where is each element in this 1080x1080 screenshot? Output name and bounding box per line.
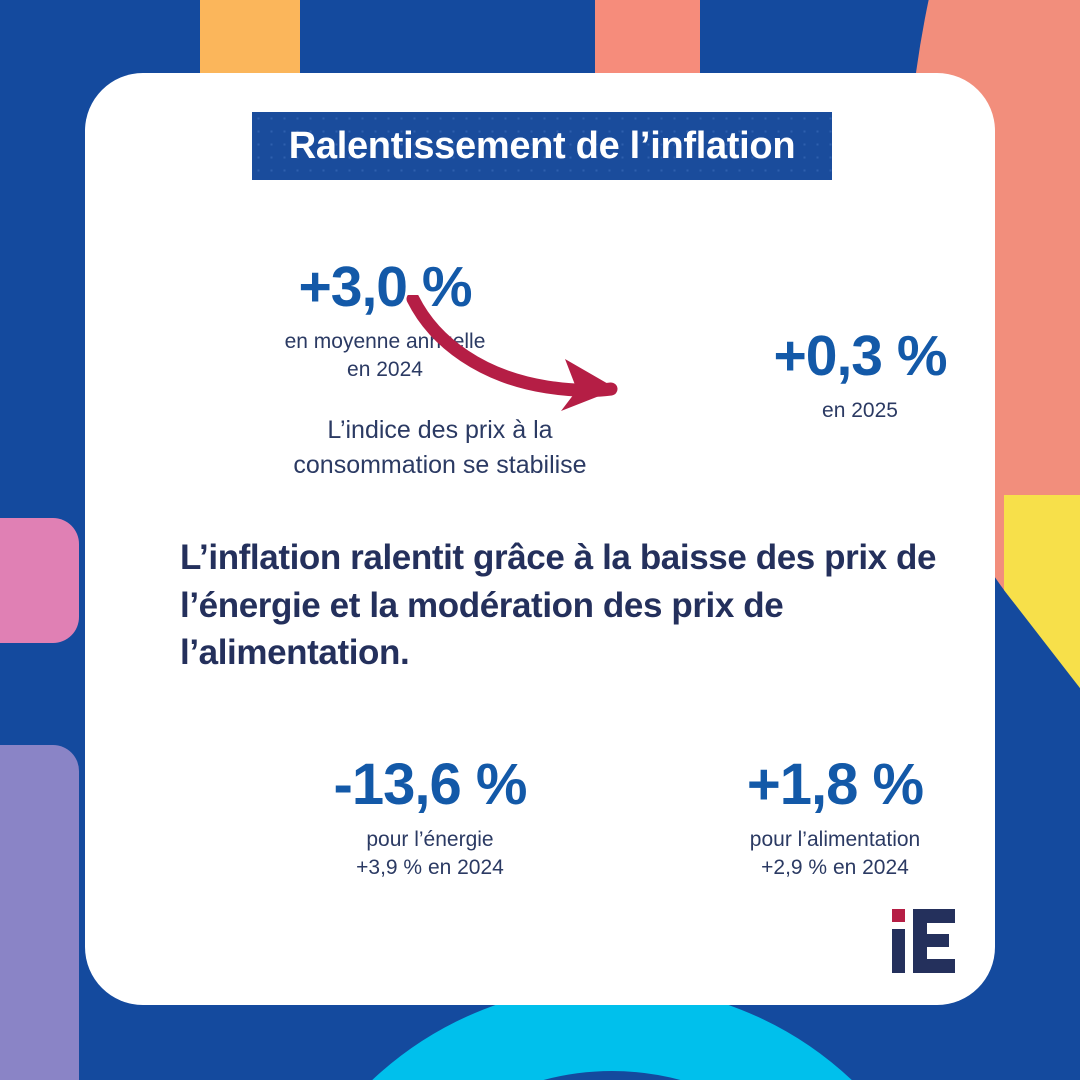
ie-logo <box>890 905 960 975</box>
purple-rounded-shape <box>0 745 79 1080</box>
logo-e-stem <box>913 909 927 973</box>
stat-energie-caption-line2: +3,9 % en 2024 <box>356 855 504 879</box>
curved-arrow-down-right-icon <box>405 292 635 415</box>
pink-rounded-shape <box>0 518 79 643</box>
stat-energie-caption: pour l’énergie +3,9 % en 2024 <box>260 826 600 881</box>
stat-energie: -13,6 % pour l’énergie +3,9 % en 2024 <box>260 756 600 881</box>
stat-alimentation-caption-line1: pour l’alimentation <box>749 828 921 851</box>
stat-annual-2024-caption-line2: en 2024 <box>347 357 423 381</box>
stat-annual-2024-value: +3,0 % <box>298 255 472 319</box>
stat-alimentation-caption-line2: +2,9 % en 2024 <box>761 855 909 879</box>
stat-year-2025: +0,3 % en 2025 <box>685 328 1035 425</box>
arrow-caption-line2: consommation se stabilise <box>293 451 587 479</box>
page-title: Ralentissement de l’inflation <box>288 124 796 167</box>
stat-year-2025-caption-line1: en 2025 <box>822 399 898 422</box>
stat-alimentation-value: +1,8 % <box>746 752 924 817</box>
arrow-caption-line1: L’indice des prix à la <box>327 416 553 444</box>
yellow-chevron-shape <box>1004 495 1080 745</box>
logo-e-middle <box>927 934 949 947</box>
logo-e-top <box>927 909 955 923</box>
stat-energie-value: -13,6 % <box>333 752 528 817</box>
stat-energie-caption-line1: pour l’énergie <box>366 828 494 851</box>
stat-year-2025-value: +0,3 % <box>773 324 947 388</box>
logo-i-stem <box>892 929 905 973</box>
logo-e-bottom <box>927 959 955 973</box>
logo-i-dot <box>892 909 905 922</box>
arrow-caption: L’indice des prix à la consommation se s… <box>280 413 600 483</box>
title-banner: Ralentissement de l’inflation <box>252 112 832 180</box>
body-paragraph: L’inflation ralentit grâce à la baisse d… <box>180 538 937 673</box>
content-card: Ralentissement de l’inflation +3,0 % en … <box>85 73 995 1005</box>
stat-annual-2024: +3,0 % en moyenne annuelle en 2024 <box>210 259 560 383</box>
stat-alimentation-caption: pour l’alimentation +2,9 % en 2024 <box>665 826 1005 881</box>
stat-alimentation: +1,8 % pour l’alimentation +2,9 % en 202… <box>665 756 1005 881</box>
stat-year-2025-caption: en 2025 <box>685 397 1035 425</box>
